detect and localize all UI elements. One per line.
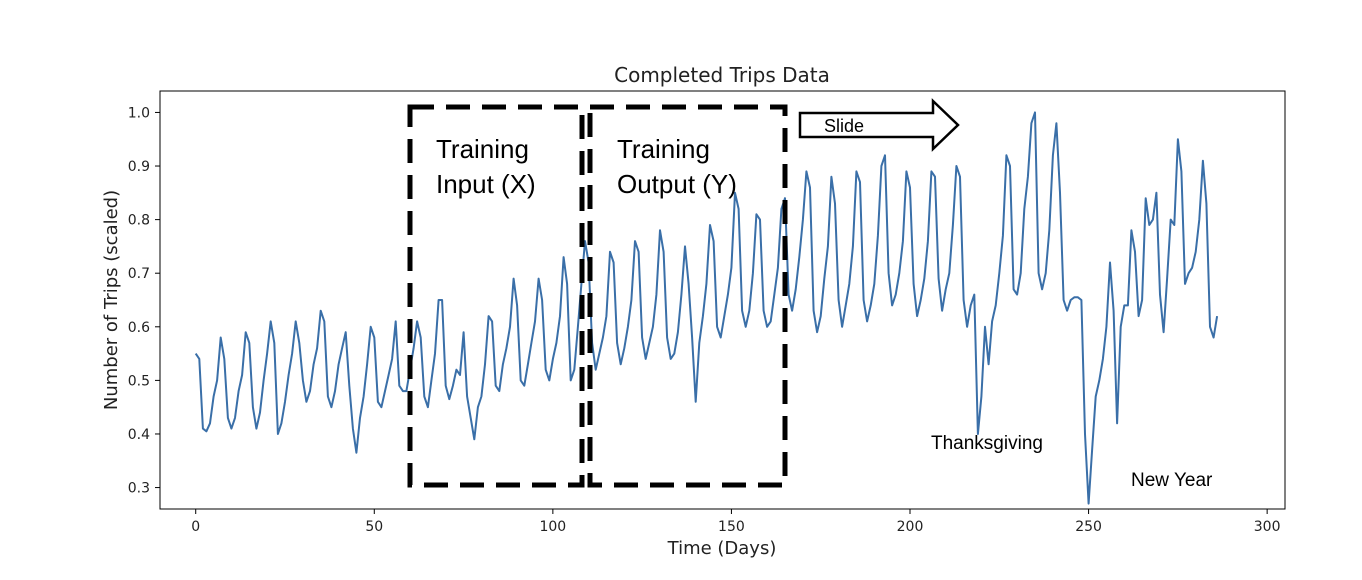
training-input-label-line2: Input (X) — [436, 169, 536, 199]
x-tick-label: 0 — [191, 519, 200, 535]
x-tick-label: 250 — [1075, 519, 1102, 535]
training-output-window — [587, 104, 788, 488]
y-tick-label: 0.9 — [128, 159, 150, 175]
slide-arrow — [798, 98, 960, 152]
training-output-label-line2: Output (Y) — [617, 169, 737, 199]
y-tick-label: 0.7 — [128, 266, 150, 282]
x-axis-label: Time (Days) — [667, 538, 777, 559]
chart-title: Completed Trips Data — [614, 63, 830, 87]
x-axis-ticks: 0 50 100 150 200 250 300 — [191, 509, 1281, 535]
y-tick-label: 0.8 — [128, 213, 150, 229]
series-line — [194, 111, 1219, 505]
thanksgiving-annotation: Thanksgiving — [931, 433, 1043, 454]
x-tick-label: 50 — [365, 519, 383, 535]
y-tick-label: 0.5 — [128, 373, 150, 389]
y-tick-label: 0.6 — [128, 320, 150, 336]
x-tick-label: 200 — [897, 519, 924, 535]
x-tick-label: 100 — [539, 519, 566, 535]
new-year-annotation: New Year — [1131, 470, 1213, 491]
plot-frame — [159, 90, 1286, 510]
y-tick-label: 1.0 — [128, 105, 150, 121]
y-tick-label: 0.3 — [128, 481, 150, 497]
training-input-label-line1: Training — [436, 134, 529, 164]
training-input-window — [407, 104, 585, 488]
training-output-label-line1: Training — [617, 134, 710, 164]
x-tick-label: 300 — [1254, 519, 1281, 535]
y-tick-label: 0.4 — [128, 427, 150, 443]
x-tick-label: 150 — [718, 519, 745, 535]
slide-label: Slide — [824, 116, 864, 136]
y-axis-label: Number of Trips (scaled) — [101, 190, 122, 410]
y-axis-ticks: 0.3 0.4 0.5 0.6 0.7 0.8 0.9 1.0 — [128, 105, 160, 497]
